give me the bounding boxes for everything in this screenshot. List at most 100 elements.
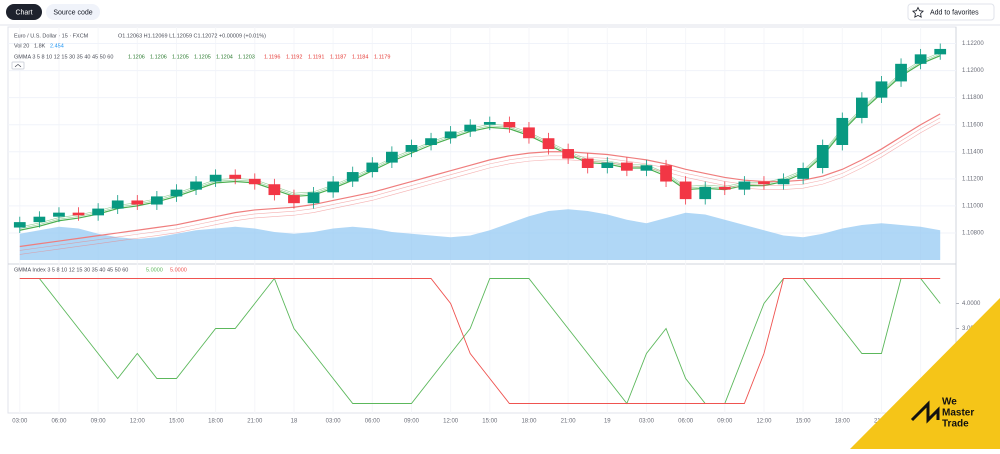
candle-body: [53, 212, 65, 217]
x-tick-label: 06:00: [51, 419, 67, 425]
indicator-label: GMMA Index 3 5 8 10 12 15 30 35 40 45 50…: [14, 267, 128, 273]
candle-body: [914, 54, 927, 64]
collapse-icon: [14, 63, 22, 68]
y-tick-label: 1.11800: [962, 95, 984, 101]
candle-body: [111, 200, 124, 209]
source-tab-label[interactable]: Source code: [53, 9, 92, 16]
candle-body: [346, 172, 359, 182]
x-tick-label: 09:00: [717, 419, 733, 425]
logo-icon: [910, 400, 940, 424]
y-tick-label: 1.12000: [962, 68, 984, 74]
x-tick-label: 15:00: [796, 419, 812, 425]
candle-body: [562, 149, 574, 159]
candle-body: [386, 151, 398, 163]
x-tick-label: 03:00: [12, 419, 28, 425]
x-tick-label: 18: [291, 419, 298, 425]
candle-body: [425, 138, 437, 145]
x-tick-label: 19: [604, 419, 611, 425]
x-tick-label: 18:00: [521, 419, 537, 425]
indicator-legend-value: 5.0000: [146, 267, 163, 273]
gmma-line: [19, 113, 941, 248]
candle-body: [190, 181, 202, 190]
source-tab[interactable]: [46, 4, 100, 20]
candle-body: [366, 162, 379, 173]
candle-body: [836, 117, 849, 145]
y-tick-label: 1.10800: [962, 231, 984, 237]
gmma-short-value: 1.1204: [216, 54, 233, 60]
x-tick-label: 15:00: [169, 419, 185, 425]
gmma-long-value: 1.1184: [352, 54, 368, 60]
ohlc-label: O1.12063 H1.12069 L1.12059 C1.12072 +0.0…: [118, 33, 266, 39]
gmma-long-value: 1.1196: [264, 54, 280, 60]
candle-body: [33, 216, 46, 223]
candle-body: [170, 189, 183, 197]
candle-body: [856, 97, 868, 118]
candle-body: [797, 168, 809, 179]
x-tick-label: 09:00: [404, 419, 420, 425]
candle-body: [895, 63, 907, 82]
gmma-short-value: 1.1205: [194, 54, 211, 60]
favorites-button[interactable]: [907, 3, 995, 21]
candle-body: [327, 181, 339, 193]
candle-body: [875, 81, 888, 98]
x-tick-label: 03:00: [639, 419, 655, 425]
gmma-short-value: 1.1206: [150, 54, 167, 60]
gmma-label: GMMA 3 5 8 10 12 15 30 35 40 45 50 60: [14, 54, 113, 60]
candle-body: [229, 174, 242, 179]
x-tick-label: 12:00: [756, 419, 772, 425]
candle-body: [523, 127, 535, 139]
gmma-short-value: 1.1206: [128, 54, 145, 60]
gmma-line: [19, 121, 941, 255]
volume-value: 1.8K: [34, 43, 46, 49]
candle-body: [151, 196, 163, 205]
candle-body: [777, 178, 790, 185]
candle-body: [934, 48, 947, 55]
candle-body: [503, 122, 516, 128]
candle-body: [718, 186, 731, 190]
favorites-label[interactable]: Add to favorites: [930, 9, 979, 16]
candle-body: [581, 158, 594, 168]
candle-body: [542, 138, 555, 150]
candle-body: [92, 208, 104, 216]
candle-body: [640, 165, 653, 171]
candle-body: [601, 162, 614, 168]
candle-body: [248, 178, 261, 185]
gmma-long-value: 1.1192: [286, 54, 302, 60]
candle-body: [209, 174, 222, 182]
candle-body: [268, 184, 281, 196]
chart-tab-label[interactable]: Chart: [15, 9, 32, 16]
logo-text: Trade: [942, 419, 969, 430]
chart-tab[interactable]: [6, 4, 42, 20]
candle-body: [307, 192, 320, 204]
y-tick-label: 1.11400: [962, 149, 984, 155]
logo-text: We: [942, 397, 957, 408]
volume-area: [19, 209, 941, 260]
y-tick-label: 1.12200: [962, 41, 984, 47]
x-tick-label: 06:00: [678, 419, 694, 425]
candle-body: [131, 200, 144, 205]
candle-body: [444, 131, 457, 139]
x-tick-label: 12:00: [130, 419, 146, 425]
x-tick-label: 15:00: [482, 419, 498, 425]
x-tick-label: 06:00: [365, 419, 381, 425]
gmma-long-value: 1.1191: [308, 54, 324, 60]
x-tick-label: 21:00: [247, 419, 263, 425]
indicator-legend-value: 5.0000: [170, 267, 187, 273]
x-tick-label: 09:00: [91, 419, 107, 425]
collapse-button[interactable]: [11, 61, 25, 70]
x-tick-label: 18:00: [208, 419, 224, 425]
x-tick-label: 21:00: [561, 419, 577, 425]
volume-label: Vol 20: [14, 43, 29, 49]
candle-body: [405, 145, 418, 152]
gmma-long-value: 1.1179: [374, 54, 390, 60]
x-tick-label: 12:00: [443, 419, 459, 425]
gmma-short-value: 1.1205: [172, 54, 189, 60]
volume-ma-value: 2.454: [50, 43, 64, 49]
index-line: [19, 278, 941, 404]
logo-background: [850, 298, 1000, 449]
y-tick-label: 1.11600: [962, 122, 984, 128]
candle-body: [738, 181, 751, 190]
gmma-long-value: 1.1187: [330, 54, 346, 60]
